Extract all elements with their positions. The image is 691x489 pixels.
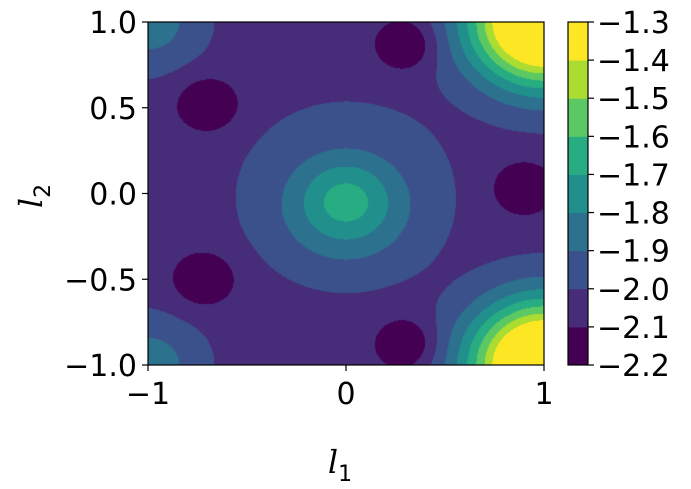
colorbar-frame bbox=[567, 21, 589, 366]
colorbar-segment bbox=[568, 212, 588, 252]
y-axis: −1.0 −0.5 0.0 0.5 1.0 bbox=[64, 6, 148, 384]
colorbar-tick-label: −1.8 bbox=[597, 197, 670, 232]
contour-fill-image bbox=[148, 22, 544, 365]
x-tick-label: −1 bbox=[126, 377, 170, 412]
contour-plot-area bbox=[148, 22, 544, 365]
colorbar bbox=[567, 21, 589, 366]
colorbar-tick-label: −1.9 bbox=[597, 235, 670, 270]
colorbar-segment bbox=[568, 326, 588, 366]
y-tick-label: 1.0 bbox=[89, 6, 137, 41]
colorbar-tick-label: −2.1 bbox=[597, 311, 670, 346]
colorbar-segment bbox=[568, 288, 588, 328]
x-tick-label: 1 bbox=[534, 377, 553, 412]
colorbar-segment bbox=[568, 250, 588, 290]
colorbar-tick-label: −1.5 bbox=[597, 82, 670, 117]
x-tick-label: 0 bbox=[336, 377, 355, 412]
colorbar-tick-label: −1.4 bbox=[597, 44, 670, 79]
x-axis-label: l1 bbox=[328, 443, 352, 487]
colorbar-tick-label: −1.6 bbox=[597, 120, 670, 155]
colorbar-segment bbox=[568, 136, 588, 175]
colorbar-segment bbox=[568, 22, 588, 61]
y-tick-label: −0.5 bbox=[64, 263, 137, 298]
x-axis: −1 0 1 bbox=[126, 365, 554, 412]
colorbar-tick-label: −2.2 bbox=[597, 349, 670, 384]
colorbar-axis: −2.2−2.1−2.0−1.9−1.8 −1.7−1.6−1.5−1.4−1.3 bbox=[588, 6, 670, 384]
colorbar-segment bbox=[568, 98, 588, 137]
y-tick-label: 0.0 bbox=[89, 178, 137, 213]
y-tick-label: 0.5 bbox=[89, 92, 137, 127]
colorbar-segment bbox=[568, 174, 588, 214]
y-tick-label: −1.0 bbox=[64, 349, 137, 384]
y-axis-label: l2 bbox=[12, 184, 56, 208]
colorbar-tick-label: −1.7 bbox=[597, 158, 670, 193]
colorbar-segment bbox=[568, 60, 588, 99]
colorbar-tick-label: −1.3 bbox=[597, 6, 670, 41]
colorbar-tick-label: −2.0 bbox=[597, 273, 670, 308]
